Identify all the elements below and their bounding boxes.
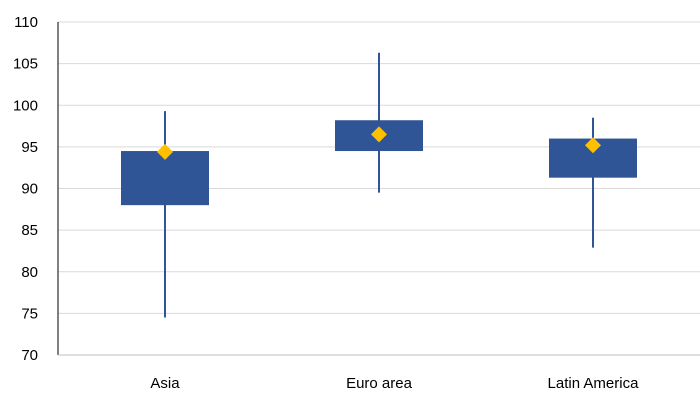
x-category-label: Latin America [548, 375, 640, 392]
box-group [121, 111, 209, 318]
box-group [335, 52, 423, 193]
y-tick-label: 75 [21, 305, 38, 322]
x-category-label: Euro area [346, 375, 413, 392]
y-tick-label: 105 [13, 56, 38, 73]
y-tick-label: 80 [21, 264, 38, 281]
y-tick-label: 110 [14, 14, 38, 31]
marker-diamond [585, 137, 601, 154]
box-group [549, 117, 637, 248]
x-category-label: Asia [150, 375, 180, 392]
y-tick-label: 95 [21, 139, 38, 156]
y-tick-label: 85 [21, 222, 38, 239]
y-tick-label: 70 [21, 347, 38, 364]
box-rect [121, 151, 209, 206]
y-tick-labels: 70 75 80 85 90 95 100 105 110 [13, 14, 38, 364]
marker-diamond [157, 143, 173, 160]
marker-diamond [371, 126, 387, 143]
y-tick-label: 100 [13, 97, 38, 114]
y-tick-label: 90 [21, 181, 38, 198]
x-category-labels: Asia Euro area Latin America [150, 375, 639, 392]
axes [57, 22, 700, 356]
boxes [121, 52, 637, 318]
